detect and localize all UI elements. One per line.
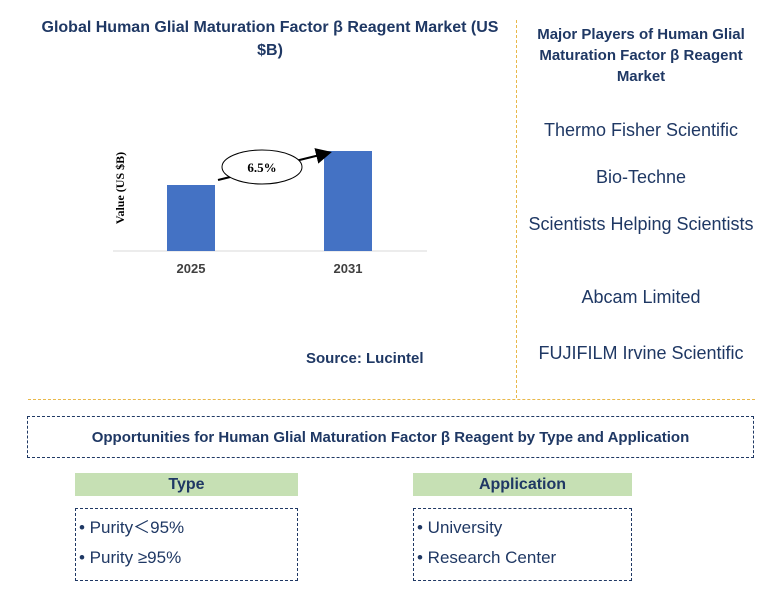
players-title: Major Players of Human Glial Maturation …	[537, 26, 745, 85]
type-item: • Purity＜95%	[79, 518, 185, 537]
chart-title: Global Human Glial Maturation Factor β R…	[41, 19, 499, 59]
application-item: • Research Center	[417, 548, 557, 567]
type-item: • Purity ≥95%	[79, 548, 182, 567]
growth-annotation-bubble	[221, 149, 303, 185]
player-item: Scientists Helping Scientists	[528, 214, 754, 234]
player-item: Bio-Techne	[595, 167, 687, 187]
type-header: Type	[75, 473, 298, 496]
growth-annotation-label: 6.5%	[247, 160, 276, 175]
bar-2031	[324, 151, 372, 251]
player-item: FUJIFILM Irvine Scientific	[538, 343, 744, 363]
bar-chart: Value (US $B) 2025 2031 6.5%	[113, 148, 427, 276]
x-tick-label: 2031	[334, 261, 363, 276]
player-item: Abcam Limited	[581, 287, 701, 307]
bar-2025	[167, 185, 215, 251]
x-tick-label: 2025	[177, 261, 206, 276]
opportunities-title: Opportunities for Human Glial Maturation…	[27, 416, 754, 458]
application-list: • University • Research Center	[413, 508, 632, 581]
horizontal-divider	[28, 399, 755, 400]
type-list: • Purity＜95% • Purity ≥95%	[75, 508, 298, 581]
source-label: Source: Lucintel	[306, 350, 424, 367]
application-item: • University	[417, 518, 503, 537]
application-header: Application	[413, 473, 632, 496]
y-axis-label: Value (US $B)	[113, 152, 127, 224]
player-item: Thermo Fisher Scientific	[543, 120, 739, 140]
vertical-divider	[516, 20, 517, 398]
